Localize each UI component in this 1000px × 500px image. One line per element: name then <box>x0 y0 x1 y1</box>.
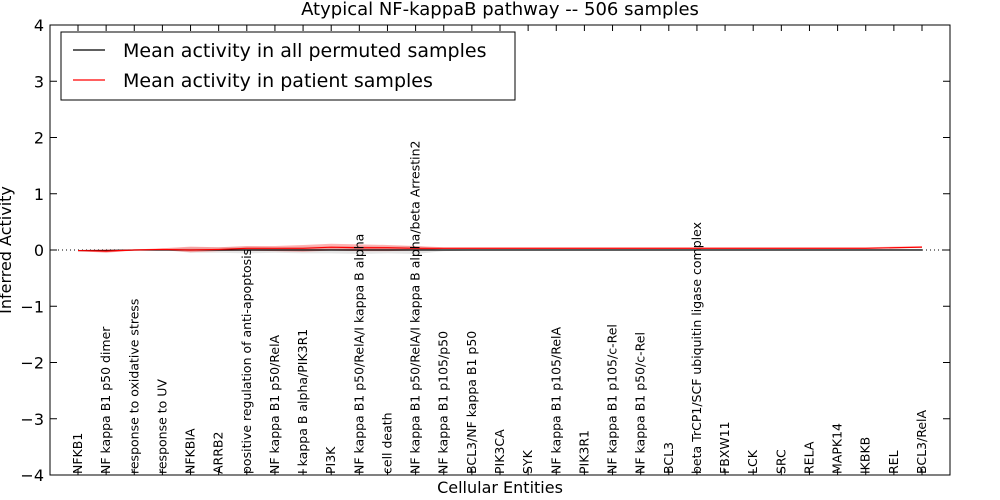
category-label: PIK3CA <box>492 429 507 474</box>
category-label: I kappa B alpha/PIK3R1 <box>295 329 310 474</box>
x-axis-title: Cellular Entities <box>437 478 563 497</box>
category-label: SRC <box>773 449 788 474</box>
category-label: beta TrCP1/SCF ubiquitin ligase complex <box>689 222 704 474</box>
category-label: NF kappa B1 p50/c-Rel <box>633 332 648 474</box>
category-label: REL <box>886 450 901 474</box>
category-label: response to UV <box>154 379 169 474</box>
category-label: NF kappa B1 p105/p50 <box>436 331 451 474</box>
category-label: NFKB1 <box>70 433 85 474</box>
category-label: FBXW11 <box>717 421 732 474</box>
category-label: NF kappa B1 p50/RelA <box>267 334 282 474</box>
category-label: NF kappa B1 p50 dimer <box>98 326 113 474</box>
y-tick-label: 4 <box>34 16 44 35</box>
y-tick-label: 3 <box>34 72 44 91</box>
category-label: ARRB2 <box>211 432 226 474</box>
y-tick-label: 2 <box>34 129 44 148</box>
category-label: PIK3R1 <box>576 430 591 474</box>
category-label: NF kappa B1 p105/c-Rel <box>605 324 620 474</box>
category-label: LCK <box>745 449 760 474</box>
y-tick-label: −4 <box>20 466 44 485</box>
y-axis-title: Inferred Activity <box>0 186 15 314</box>
legend-entry: Mean activity in patient samples <box>123 70 433 92</box>
category-label: response to oxidative stress <box>126 299 141 474</box>
category-label: NF kappa B1 p50/RelA/I kappa B alpha/bet… <box>408 141 423 475</box>
category-label: PI3K <box>323 446 338 474</box>
category-label: RELA <box>801 441 816 474</box>
y-tick-label: −2 <box>20 354 44 373</box>
legend-entry: Mean activity in all permuted samples <box>123 40 486 62</box>
y-tick-label: −1 <box>20 297 44 316</box>
y-tick-label: 1 <box>34 185 44 204</box>
category-label: NF kappa B1 p105/RelA <box>548 327 563 474</box>
category-label: BCL3 <box>661 442 676 474</box>
series-line-1 <box>77 246 923 252</box>
category-label: BCL3/RelA <box>914 410 929 474</box>
category-label: NFKBIA <box>183 428 198 474</box>
chart-title: Atypical NF-kappaB pathway -- 506 sample… <box>301 0 699 20</box>
category-label: NF kappa B1 p50/RelA/I kappa B alpha <box>351 234 366 474</box>
category-label: SYK <box>520 449 535 474</box>
category-label: IKBKB <box>858 437 873 474</box>
legend-box <box>60 31 516 101</box>
y-tick-label: −3 <box>20 410 44 429</box>
category-label: BCL3/NF kappa B1 p50 <box>464 331 479 474</box>
category-label: MAPK14 <box>830 423 845 474</box>
category-label: cell death <box>379 412 394 474</box>
y-tick-label: 0 <box>34 241 44 260</box>
category-label: positive regulation of anti-apoptosis <box>239 249 254 474</box>
